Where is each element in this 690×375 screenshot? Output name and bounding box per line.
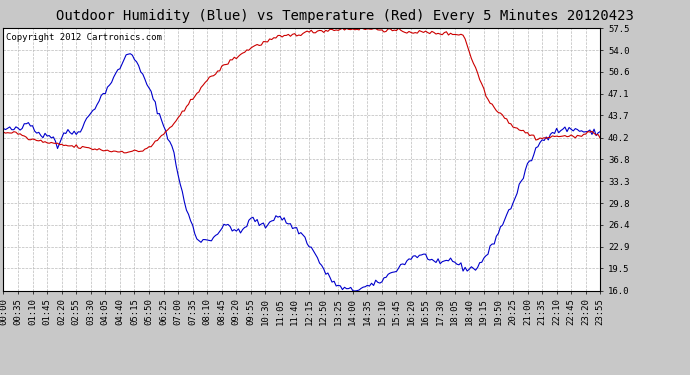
- Text: Copyright 2012 Cartronics.com: Copyright 2012 Cartronics.com: [6, 33, 162, 42]
- Text: Outdoor Humidity (Blue) vs Temperature (Red) Every 5 Minutes 20120423: Outdoor Humidity (Blue) vs Temperature (…: [56, 9, 634, 23]
